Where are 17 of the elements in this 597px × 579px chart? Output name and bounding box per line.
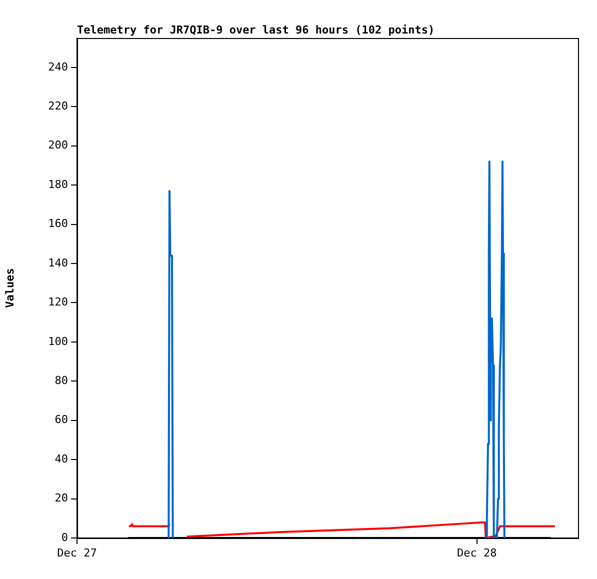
y-tick-label: 220 xyxy=(48,99,68,112)
y-axis-title: Values xyxy=(3,268,16,308)
y-tick-label: 240 xyxy=(48,60,68,74)
y-tick-label: 60 xyxy=(54,413,68,426)
y-tick-label: 120 xyxy=(48,296,68,309)
y-tick-label: 140 xyxy=(48,256,68,270)
y-tick-label: 200 xyxy=(48,138,68,152)
x-tick-label: Dec 28 xyxy=(457,546,497,560)
y-tick-label: 180 xyxy=(48,178,68,191)
y-tick-label: 80 xyxy=(54,374,68,387)
y-tick-label: 160 xyxy=(48,217,68,230)
chart-title: Telemetry for JR7QIB-9 over last 96 hours (102 points) xyxy=(77,23,435,36)
y-tick-label: 20 xyxy=(54,492,68,505)
y-tick-label: 0 xyxy=(61,530,68,544)
y-tick-label: 100 xyxy=(48,334,68,348)
y-tick-label: 40 xyxy=(54,452,68,466)
x-tick-label: Dec 27 xyxy=(57,546,97,560)
